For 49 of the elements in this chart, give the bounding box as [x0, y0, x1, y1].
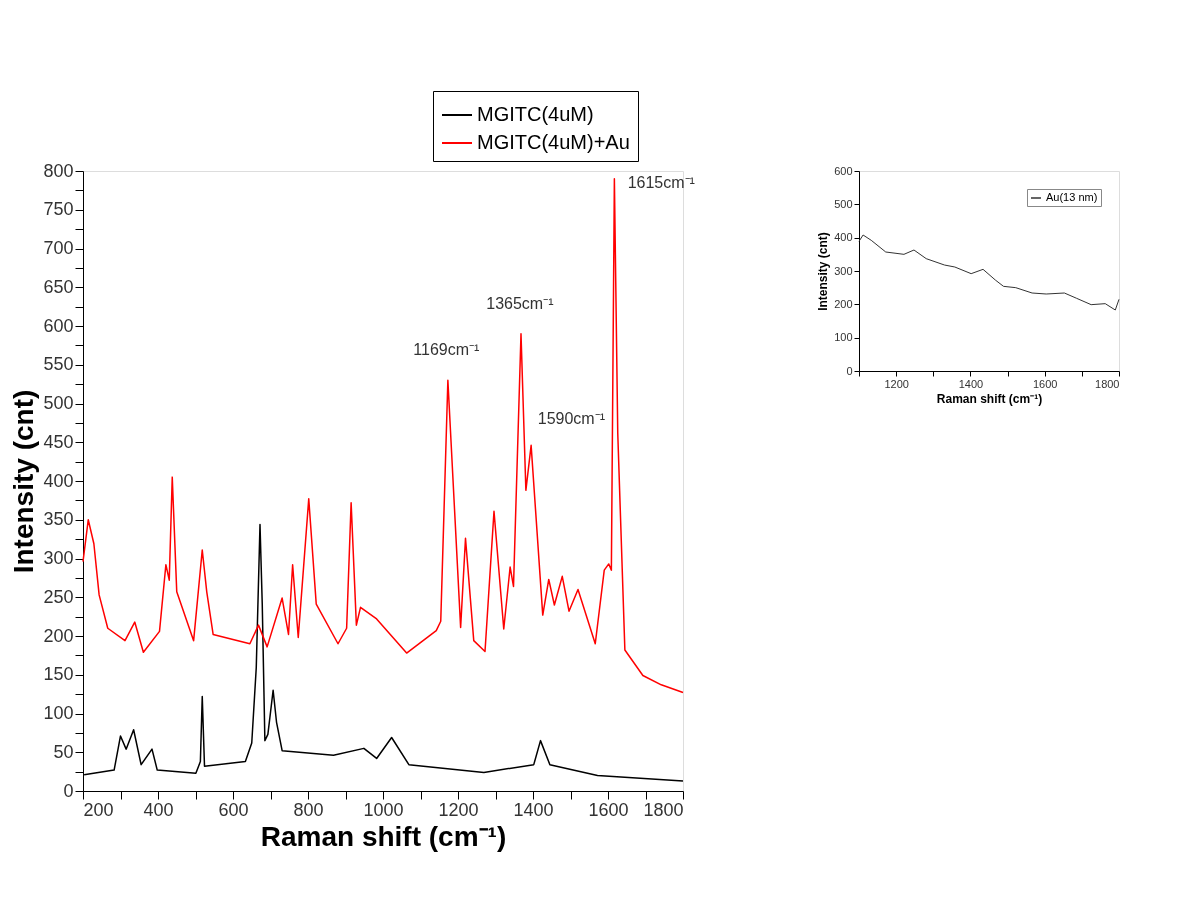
x-tick-label: 600 — [218, 799, 249, 820]
y-tick-label: 200 — [834, 297, 853, 310]
legend-label: MGITC(4uM) — [477, 103, 594, 125]
y-tick-label: 100 — [834, 331, 853, 344]
y-tick-label: 600 — [43, 315, 74, 336]
legend-label: MGITC(4uM)+Au — [477, 131, 630, 153]
y-tick-label: 300 — [834, 264, 853, 277]
y-tick-label: 50 — [53, 741, 74, 762]
annotation: 1590cm⁻¹ — [537, 410, 605, 427]
y-tick-label: 400 — [43, 470, 74, 491]
y-tick-label: 400 — [834, 231, 853, 244]
y-axis-title: Intensity (cnt) — [816, 232, 831, 311]
y-tick-label: 150 — [43, 664, 74, 685]
y-tick-label: 250 — [43, 586, 74, 607]
annotation: 1169cm⁻¹ — [413, 341, 480, 359]
y-tick-label: 500 — [834, 197, 853, 210]
x-tick-label: 1200 — [438, 799, 479, 820]
x-tick-label: 1000 — [363, 799, 404, 820]
y-tick-label: 300 — [43, 548, 74, 568]
y-tick-label: 800 — [43, 160, 74, 181]
x-axis-title: Raman shift (cm⁻¹) — [260, 820, 507, 852]
y-tick-label: 0 — [63, 780, 74, 801]
line-series — [858, 234, 1120, 311]
y-tick-label: 500 — [43, 393, 74, 413]
x-tick-label: 400 — [143, 799, 174, 820]
y-tick-label: 350 — [43, 509, 74, 530]
y-tick-label: 600 — [834, 164, 853, 177]
y-tick-label: 0 — [846, 364, 853, 377]
x-tick-label: 1400 — [958, 377, 984, 390]
x-tick-label: 1800 — [1095, 377, 1120, 390]
y-tick-label: 550 — [43, 354, 74, 375]
x-tick-label: 1600 — [1032, 377, 1058, 390]
y-tick-label: 100 — [43, 703, 74, 723]
annotation: 1365cm⁻¹ — [486, 294, 554, 312]
x-tick-label: 1400 — [513, 799, 554, 820]
annotation: 1615cm⁻¹ — [627, 173, 695, 191]
x-tick-label: 800 — [293, 799, 324, 820]
y-tick-label: 200 — [43, 625, 74, 646]
x-tick-label: 200 — [83, 799, 114, 820]
y-tick-label: 700 — [43, 238, 74, 258]
x-tick-label: 1800 — [643, 799, 684, 820]
legend-label: Au(13 nm) — [1046, 191, 1098, 203]
x-tick-label: 1200 — [884, 377, 909, 390]
y-tick-label: 750 — [43, 199, 74, 220]
y-tick-label: 650 — [43, 276, 74, 297]
x-tick-label: 1600 — [588, 799, 629, 820]
x-axis-title: Raman shift (cm⁻¹) — [936, 391, 1043, 406]
y-axis-title: Intensity (cnt) — [8, 389, 40, 574]
y-tick-label: 450 — [43, 431, 74, 452]
